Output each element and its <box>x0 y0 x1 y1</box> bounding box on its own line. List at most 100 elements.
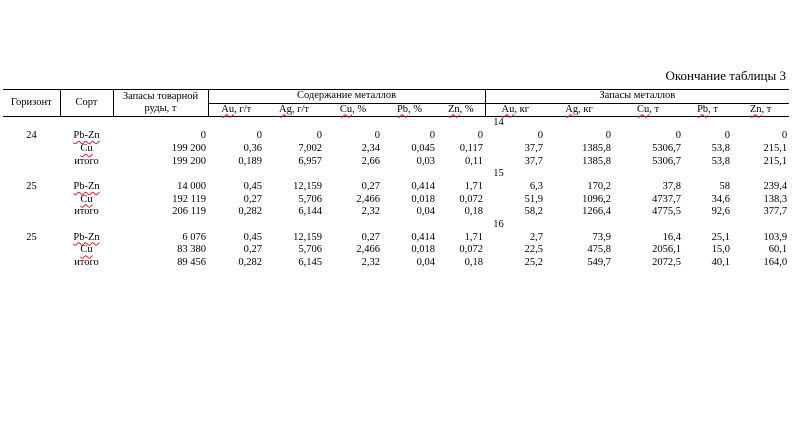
table-row: итого 89 456 0,282 6,145 2,32 0,04 0,18 25,2 549… <box>3 257 789 270</box>
sort-cell: Pb-Zn <box>60 130 113 143</box>
content-value-cell: 0,282 <box>238 257 262 269</box>
sort-cell: Cu <box>60 143 113 156</box>
reserve-value-cell: 5306,7 <box>652 142 682 154</box>
reserve-pb-header: Pb, т <box>683 102 733 118</box>
horizon-cell: 25 <box>26 231 37 243</box>
reserve-value-cell: 51,9 <box>524 193 544 205</box>
ore-reserves-cell: 192 119 <box>172 193 206 205</box>
spacer-cell <box>60 219 113 232</box>
content-value-cell: 0,04 <box>416 206 435 218</box>
content-value-cell: 5,706 <box>298 193 322 205</box>
sort-cell: Pb-Zn <box>60 232 113 245</box>
section-label: 15 <box>493 168 504 180</box>
unit-label: , % <box>459 103 474 115</box>
content-value-cell: 6,957 <box>298 155 322 167</box>
sort-label: итого <box>74 206 99 218</box>
ore-reserves-cell: 83 380 <box>177 244 206 256</box>
col-group-reserves: Запасы металлов <box>484 89 790 104</box>
ore-reserves-cell: 14 000 <box>177 180 206 192</box>
content-value-cell: 0,04 <box>416 257 435 269</box>
reserve-value-cell: 1266,4 <box>582 206 612 218</box>
horizon-cell <box>3 244 60 257</box>
reserve-value-cell: 58 <box>719 180 731 192</box>
sort-label: Pb-Zn <box>73 130 100 142</box>
table-row: 24 Pb-Zn 0 0 0 0 0 0 0 0 0 0 0 <box>3 130 789 143</box>
section-label: 16 <box>493 219 504 231</box>
reserve-value-cell: 37,7 <box>524 155 544 167</box>
table-row: 25 Pb-Zn 14 000 0,45 12,159 0,27 0,414 1,71 6,3 1… <box>3 181 789 194</box>
reserve-value-cell: 138,3 <box>763 193 788 205</box>
spacer-cell <box>3 117 60 130</box>
table-row: итого 206 119 0,282 6,144 2,32 0,04 0,18 58,2 12… <box>3 206 789 219</box>
content-value-cell: 0,27 <box>243 244 262 256</box>
reserve-value-cell: 1385,8 <box>582 155 612 167</box>
unit-label: , % <box>352 103 367 115</box>
content-cu-header: Cu, % <box>324 102 382 118</box>
reserve-value-cell: 22,5 <box>524 244 544 256</box>
ore-reserves-cell: 199 200 <box>171 155 206 167</box>
content-value-cell: 0 <box>374 130 380 142</box>
sort-cell: итого <box>60 206 113 219</box>
reserve-value-cell: 2,7 <box>529 231 544 243</box>
reserve-value-cell: 164,0 <box>763 257 788 269</box>
spacer-cell <box>113 219 208 232</box>
table-caption: Окончание таблицы 3 <box>665 68 786 83</box>
content-value-cell: 0 <box>316 130 322 142</box>
content-value-cell: 2,34 <box>361 142 380 154</box>
unit-label: , т <box>649 103 660 115</box>
content-value-cell: 0,072 <box>459 244 484 256</box>
sort-label: Cu <box>80 193 93 205</box>
reserve-value-cell: 5306,7 <box>652 155 682 167</box>
horizon-cell <box>3 143 60 156</box>
reserve-value-cell: 40,1 <box>711 257 731 269</box>
reserve-value-cell: 4737,7 <box>652 193 682 205</box>
sort-label: итого <box>74 155 99 167</box>
content-value-cell: 0,072 <box>459 193 484 205</box>
reserve-value-cell: 170,2 <box>587 180 612 192</box>
element-symbol: Ag <box>279 103 292 115</box>
unit-label: , т <box>708 103 719 115</box>
reserve-value-cell: 25,1 <box>711 231 731 243</box>
content-value-cell: 7,002 <box>298 142 322 154</box>
content-value-cell: 1,71 <box>464 180 484 192</box>
reserve-value-cell: 103,9 <box>763 231 788 243</box>
reserve-value-cell: 25,2 <box>524 257 544 269</box>
spacer-cell <box>3 219 60 232</box>
ore-reserves-cell: 206 119 <box>172 206 206 218</box>
content-value-cell: 0,117 <box>459 142 484 154</box>
reserve-value-cell: 239,4 <box>763 180 788 192</box>
content-value-cell: 0,414 <box>411 180 435 192</box>
reserve-value-cell: 549,7 <box>587 257 612 269</box>
content-value-cell: 2,32 <box>361 257 380 269</box>
col-group-content: Содержание металлов <box>207 89 486 104</box>
section-header-row: 16 <box>3 219 789 232</box>
unit-label: , г/т <box>291 103 309 115</box>
content-value-cell: 0,36 <box>243 142 262 154</box>
element-symbol: Pb <box>697 103 709 115</box>
sort-label: Pb-Zn <box>73 231 100 243</box>
content-pb-header: Pb, % <box>382 102 437 118</box>
content-value-cell: 0,11 <box>465 155 484 167</box>
content-value-cell: 0 <box>477 130 484 142</box>
spacer-cell <box>113 117 208 130</box>
reserve-value-cell: 73,9 <box>592 231 612 243</box>
sort-label: итого <box>74 257 99 269</box>
section-header-row: 14 <box>3 117 789 130</box>
element-symbol: Zn <box>447 103 460 115</box>
content-value-cell: 0,18 <box>464 206 484 218</box>
reserve-value-cell: 37,7 <box>524 142 544 154</box>
content-value-cell: 0,27 <box>243 193 262 205</box>
content-value-cell: 0,45 <box>243 180 262 192</box>
content-value-cell: 2,66 <box>361 155 380 167</box>
col-header-horizon: Горизонт <box>3 89 60 118</box>
sort-cell: итого <box>60 257 113 270</box>
horizon-cell: 25 <box>26 180 37 192</box>
horizon-cell <box>3 206 60 219</box>
reserve-value-cell: 6,3 <box>529 180 544 192</box>
reserve-value-cell: 2056,1 <box>652 244 682 256</box>
reserve-value-cell: 1385,8 <box>582 142 612 154</box>
reserve-value-cell: 37,8 <box>662 180 682 192</box>
content-value-cell: 6,144 <box>298 206 322 218</box>
content-value-cell: 0,282 <box>238 206 262 218</box>
content-value-cell: 12,159 <box>293 180 322 192</box>
